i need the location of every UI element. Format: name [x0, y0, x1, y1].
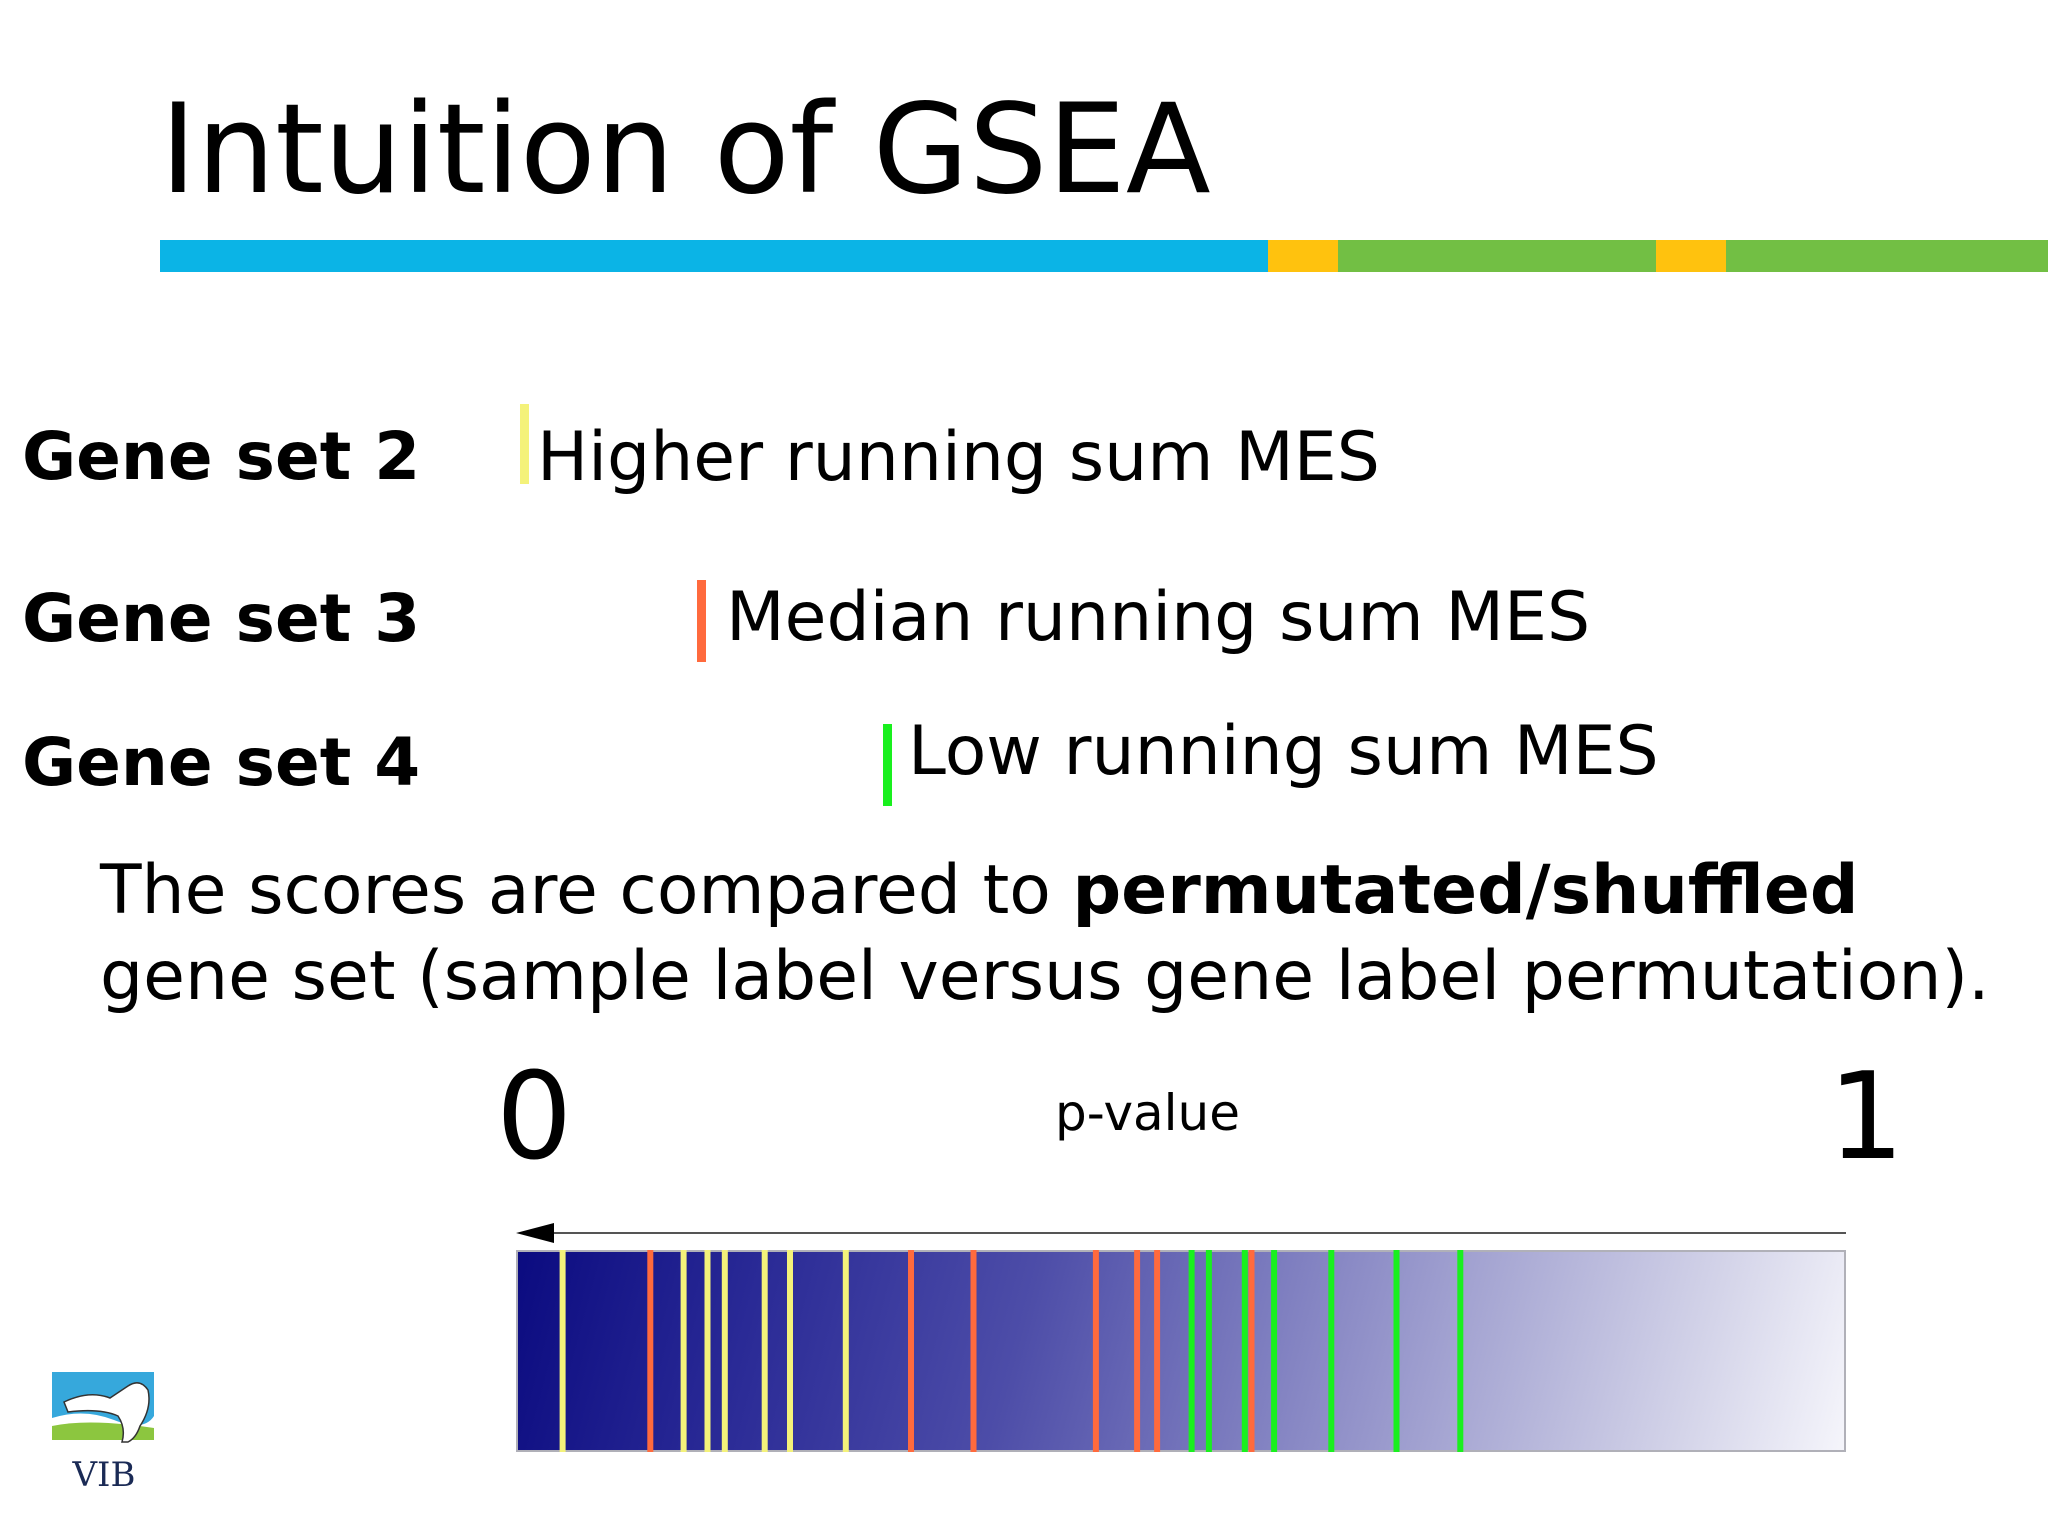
gene-set-2-marker — [520, 404, 529, 484]
title-bar-segment-green — [1338, 240, 1656, 272]
hit-stripe — [1328, 1250, 1335, 1452]
hit-stripe — [1393, 1250, 1400, 1452]
pvalue-min-label: 0 — [496, 1048, 573, 1187]
pvalue-axis-label: p-value — [1055, 1084, 1241, 1142]
hit-stripe — [704, 1250, 711, 1452]
slide-title: Intuition of GSEA — [160, 78, 1211, 222]
comparison-text-bold: permutated/shuffled — [1072, 851, 1859, 930]
hit-stripe — [559, 1250, 566, 1452]
comparison-text-part2: gene set (sample label versus gene label… — [100, 937, 1990, 1016]
vib-logo-text: VIB — [72, 1455, 136, 1494]
gene-set-4-description: Low running sum MES — [908, 712, 1659, 791]
hit-stripe — [1457, 1250, 1464, 1452]
gene-set-3-marker — [697, 580, 706, 662]
hit-stripe — [1134, 1250, 1141, 1452]
title-bar-segment-yellow — [1656, 240, 1726, 272]
comparison-text-part1: The scores are compared to — [100, 851, 1073, 930]
vib-logo: VIB — [52, 1372, 154, 1494]
hit-stripe — [1271, 1250, 1278, 1452]
hit-stripe — [908, 1250, 914, 1452]
hit-stripe — [1248, 1250, 1255, 1452]
title-bar-segment-yellow — [1268, 240, 1338, 272]
hit-stripe — [721, 1250, 728, 1452]
hit-stripe — [1188, 1250, 1195, 1452]
gene-hit-stripes — [559, 1250, 1464, 1452]
pvalue-gradient-bar — [516, 1250, 1846, 1452]
ranked-gene-list-bar — [516, 1250, 1846, 1452]
hit-stripe — [787, 1250, 793, 1452]
hit-stripe — [761, 1250, 768, 1452]
hit-stripe — [1154, 1250, 1161, 1452]
hit-stripe — [1241, 1250, 1248, 1452]
gene-set-3-description: Median running sum MES — [726, 578, 1591, 657]
pvalue-max-label: 1 — [1828, 1048, 1905, 1187]
hit-stripe — [842, 1250, 849, 1452]
title-underline-bar — [160, 240, 2048, 272]
title-bar-segment-green — [1726, 240, 2048, 272]
hit-stripe — [1092, 1250, 1099, 1452]
comparison-text: The scores are compared to permutated/sh… — [100, 848, 2030, 1020]
left-arrow-icon — [516, 1223, 1846, 1243]
gene-set-3-label: Gene set 3 — [22, 580, 421, 657]
hit-stripe — [970, 1250, 977, 1452]
gene-set-2-label: Gene set 2 — [22, 418, 421, 495]
title-bar-segment-blue — [160, 240, 1268, 272]
hit-stripe — [1205, 1250, 1212, 1452]
gene-set-2-description: Higher running sum MES — [537, 418, 1380, 497]
hit-stripe — [647, 1250, 654, 1452]
gene-set-4-marker — [883, 724, 892, 806]
hit-stripe — [680, 1250, 687, 1452]
gene-set-4-label: Gene set 4 — [22, 724, 421, 801]
